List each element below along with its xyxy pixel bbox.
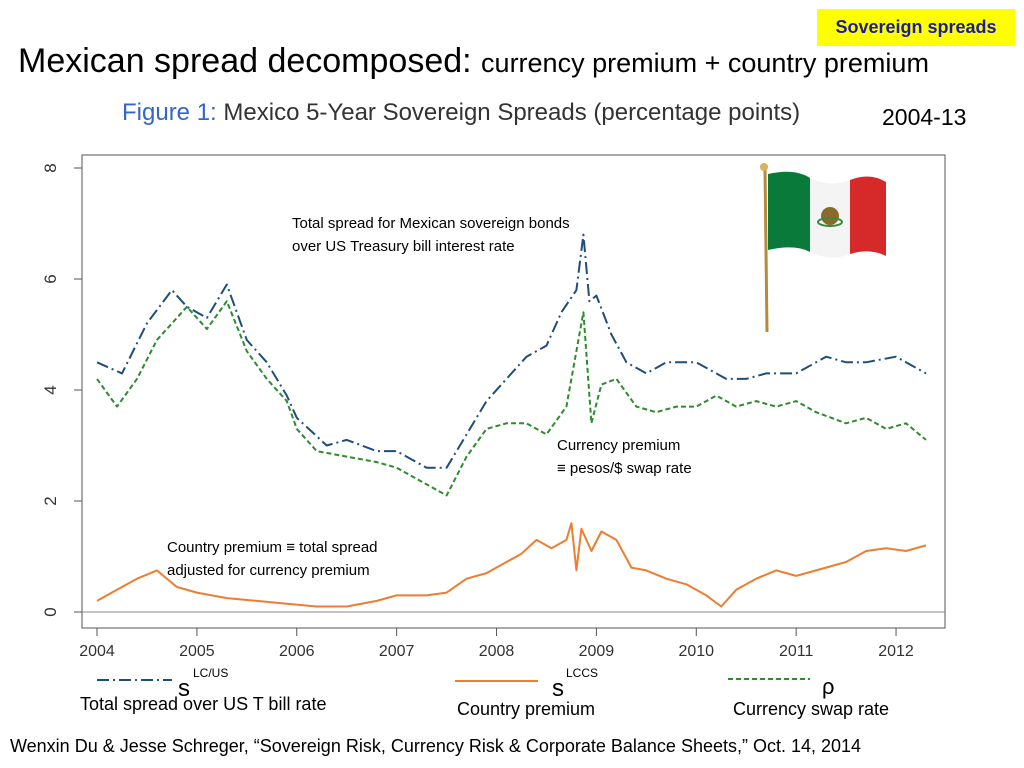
x-tick-label: 2011 — [779, 643, 814, 660]
annotation-total: Total spread for Mexican sovereign bonds… — [292, 212, 570, 258]
slide-title: Mexican spread decomposed: currency prem… — [18, 42, 1018, 81]
legend-swap-symbol: ρ — [822, 674, 835, 699]
legend-country-symbol: s — [552, 675, 564, 702]
annotation-currency-line2: ≡ pesos/$ swap rate — [557, 460, 692, 477]
figure-number: Figure 1: — [122, 99, 217, 126]
y-tick-label: 6 — [41, 274, 60, 283]
y-tick-label: 8 — [41, 163, 60, 172]
series-total-spread-line — [96, 233, 927, 469]
x-tick-label: 2007 — [379, 643, 415, 660]
period-label: 2004-13 — [882, 104, 967, 130]
legend-total-label: Total spread over US T bill rate — [80, 694, 327, 714]
legend: s LC/US s LCCS ρ — [97, 666, 835, 702]
series-lines — [96, 233, 927, 608]
annotation-country: Country premium ≡ total spread adjusted … — [167, 536, 378, 582]
x-tick-label: 2009 — [579, 643, 615, 660]
figure-title: Figure 1: Mexico 5-Year Sovereign Spread… — [122, 99, 800, 127]
annotation-country-line1: Country premium ≡ total spread — [167, 539, 378, 556]
series-country-premium-line — [96, 522, 927, 608]
figure-caption: Mexico 5-Year Sovereign Spreads (percent… — [223, 99, 801, 126]
annotation-total-line1: Total spread for Mexican sovereign bonds — [292, 215, 570, 232]
slide-title-main: Mexican spread decomposed: — [18, 42, 482, 80]
legend-country-superscript: LCCS — [566, 666, 598, 680]
legend-country-label: Country premium — [457, 699, 596, 719]
slide-title-sub: currency premium + country premium — [481, 48, 929, 78]
plot-frame — [81, 154, 946, 629]
x-tick-label: 2010 — [678, 643, 714, 660]
y-tick-label: 4 — [41, 385, 60, 394]
topic-badge: Sovereign spreads — [817, 9, 1015, 46]
annotation-total-line2: over US Treasury bill interest rate — [292, 238, 515, 255]
annotation-currency: Currency premium ≡ pesos/$ swap rate — [557, 434, 692, 480]
legend-total-symbol: s — [178, 675, 190, 702]
x-tick-label: 2004 — [79, 643, 115, 660]
mexico-flag-icon — [760, 163, 886, 333]
x-tick-label: 2012 — [878, 643, 914, 660]
legend-swap-label: Currency swap rate — [733, 699, 890, 719]
y-tick-label: 2 — [41, 496, 60, 505]
x-tick-label: 2008 — [479, 643, 515, 660]
x-tick-label: 2005 — [179, 643, 215, 660]
x-axis: 2004 2005 2006 2007 2008 2009 2010 2011 2012 — [79, 628, 914, 660]
annotation-currency-line1: Currency premium — [557, 437, 681, 454]
series-swap-rate-line — [96, 300, 927, 497]
y-tick-label: 0 — [41, 607, 60, 616]
annotation-country-line2: adjusted for currency premium — [167, 562, 370, 579]
legend-total-superscript: LC/US — [193, 666, 228, 680]
y-axis: 0 2 4 6 8 — [41, 163, 82, 617]
citation: Wenxin Du & Jesse Schreger, “Sovereign R… — [10, 736, 862, 756]
x-tick-label: 2006 — [279, 643, 315, 660]
